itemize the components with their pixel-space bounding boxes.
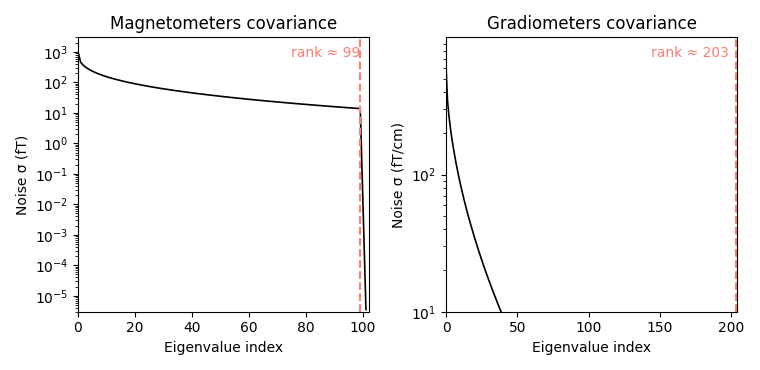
X-axis label: Eigenvalue index: Eigenvalue index <box>163 341 283 355</box>
X-axis label: Eigenvalue index: Eigenvalue index <box>532 341 651 355</box>
Text: rank ≈ 99: rank ≈ 99 <box>291 46 360 60</box>
Title: Magnetometers covariance: Magnetometers covariance <box>109 15 337 33</box>
Title: Gradiometers covariance: Gradiometers covariance <box>486 15 697 33</box>
Text: rank ≈ 203: rank ≈ 203 <box>651 46 728 60</box>
Y-axis label: Noise σ (fT): Noise σ (fT) <box>15 134 29 215</box>
Y-axis label: Noise σ (fT/cm): Noise σ (fT/cm) <box>391 121 406 228</box>
